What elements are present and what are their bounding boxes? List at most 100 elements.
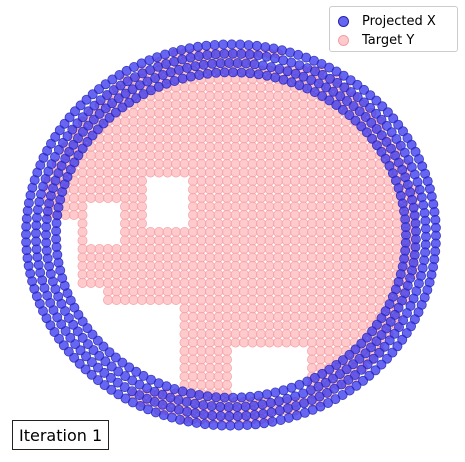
target-y-point [214,295,223,304]
projected-x-point [275,64,284,73]
target-y-point [214,193,223,202]
target-y-point [256,176,265,185]
target-y-point [205,380,214,389]
target-y-point [358,236,367,245]
projected-x-point [233,402,242,411]
target-y-point [316,270,325,279]
target-y-point [154,100,163,109]
target-y-point [112,261,121,270]
target-y-point [137,253,146,262]
target-y-point [163,100,172,109]
target-y-point [290,287,299,296]
projected-x-point [190,399,199,408]
target-y-point [214,355,223,364]
target-y-point [205,244,214,253]
target-y-point [188,244,197,253]
target-y-point [239,83,248,92]
target-y-point [205,83,214,92]
target-y-point [367,278,376,287]
target-y-point [171,108,180,117]
target-y-point [265,287,274,296]
target-y-point [307,134,316,143]
target-y-point [307,304,316,313]
target-y-point [324,151,333,160]
target-y-point [384,253,393,262]
target-y-point [222,108,231,117]
target-y-point [188,134,197,143]
target-y-point [256,338,265,347]
target-y-point [95,270,104,279]
target-y-point [129,176,138,185]
target-y-point [120,287,129,296]
projected-x-point [267,63,276,72]
target-y-point [324,338,333,347]
target-y-point [137,142,146,151]
target-y-point [120,142,129,151]
target-y-point [205,295,214,304]
legend-marker-target-y [338,35,349,46]
target-y-point [273,295,282,304]
target-y-point [103,287,112,296]
target-y-point [222,295,231,304]
target-y-point [112,159,121,168]
target-y-point [205,117,214,126]
target-y-point [163,151,172,160]
projected-x-point [195,70,204,79]
target-y-point [256,210,265,219]
target-y-point [307,219,316,228]
target-y-point [350,168,359,177]
projected-x-point [242,59,251,68]
target-y-point [231,287,240,296]
target-y-point [231,321,240,330]
target-y-point [248,270,257,279]
target-y-point [299,321,308,330]
target-y-point [282,253,291,262]
target-y-point [154,134,163,143]
target-y-point [188,100,197,109]
target-y-point [180,142,189,151]
target-y-point [163,287,172,296]
target-y-point [282,329,291,338]
target-y-point [341,134,350,143]
target-y-point [248,321,257,330]
target-y-point [214,219,223,228]
target-y-point [358,151,367,160]
target-y-point [316,176,325,185]
target-y-point [307,278,316,287]
target-y-point [273,159,282,168]
target-y-point [188,117,197,126]
target-y-point [205,346,214,355]
target-y-point [120,185,129,194]
target-y-point [384,244,393,253]
target-y-point [290,117,299,126]
target-y-point [367,193,376,202]
target-y-point [299,287,308,296]
target-y-point [120,295,129,304]
target-y-point [120,159,129,168]
target-y-point [231,185,240,194]
target-y-point [188,202,197,211]
target-y-point [222,176,231,185]
target-y-point [299,338,308,347]
target-y-point [265,236,274,245]
target-y-point [180,329,189,338]
target-y-point [103,176,112,185]
target-y-point [69,193,78,202]
target-y-point [384,236,393,245]
target-y-point [307,193,316,202]
target-y-point [265,338,274,347]
target-y-point [154,261,163,270]
target-y-point [180,355,189,364]
target-y-point [324,159,333,168]
target-y-point [112,193,121,202]
target-y-point [95,278,104,287]
target-y-point [214,83,223,92]
target-y-point [367,253,376,262]
target-y-point [316,219,325,228]
target-y-point [188,151,197,160]
target-y-point [163,261,172,270]
target-y-point [180,295,189,304]
legend: Projected X Target Y [329,6,458,52]
target-y-point [214,100,223,109]
target-y-point [120,193,129,202]
